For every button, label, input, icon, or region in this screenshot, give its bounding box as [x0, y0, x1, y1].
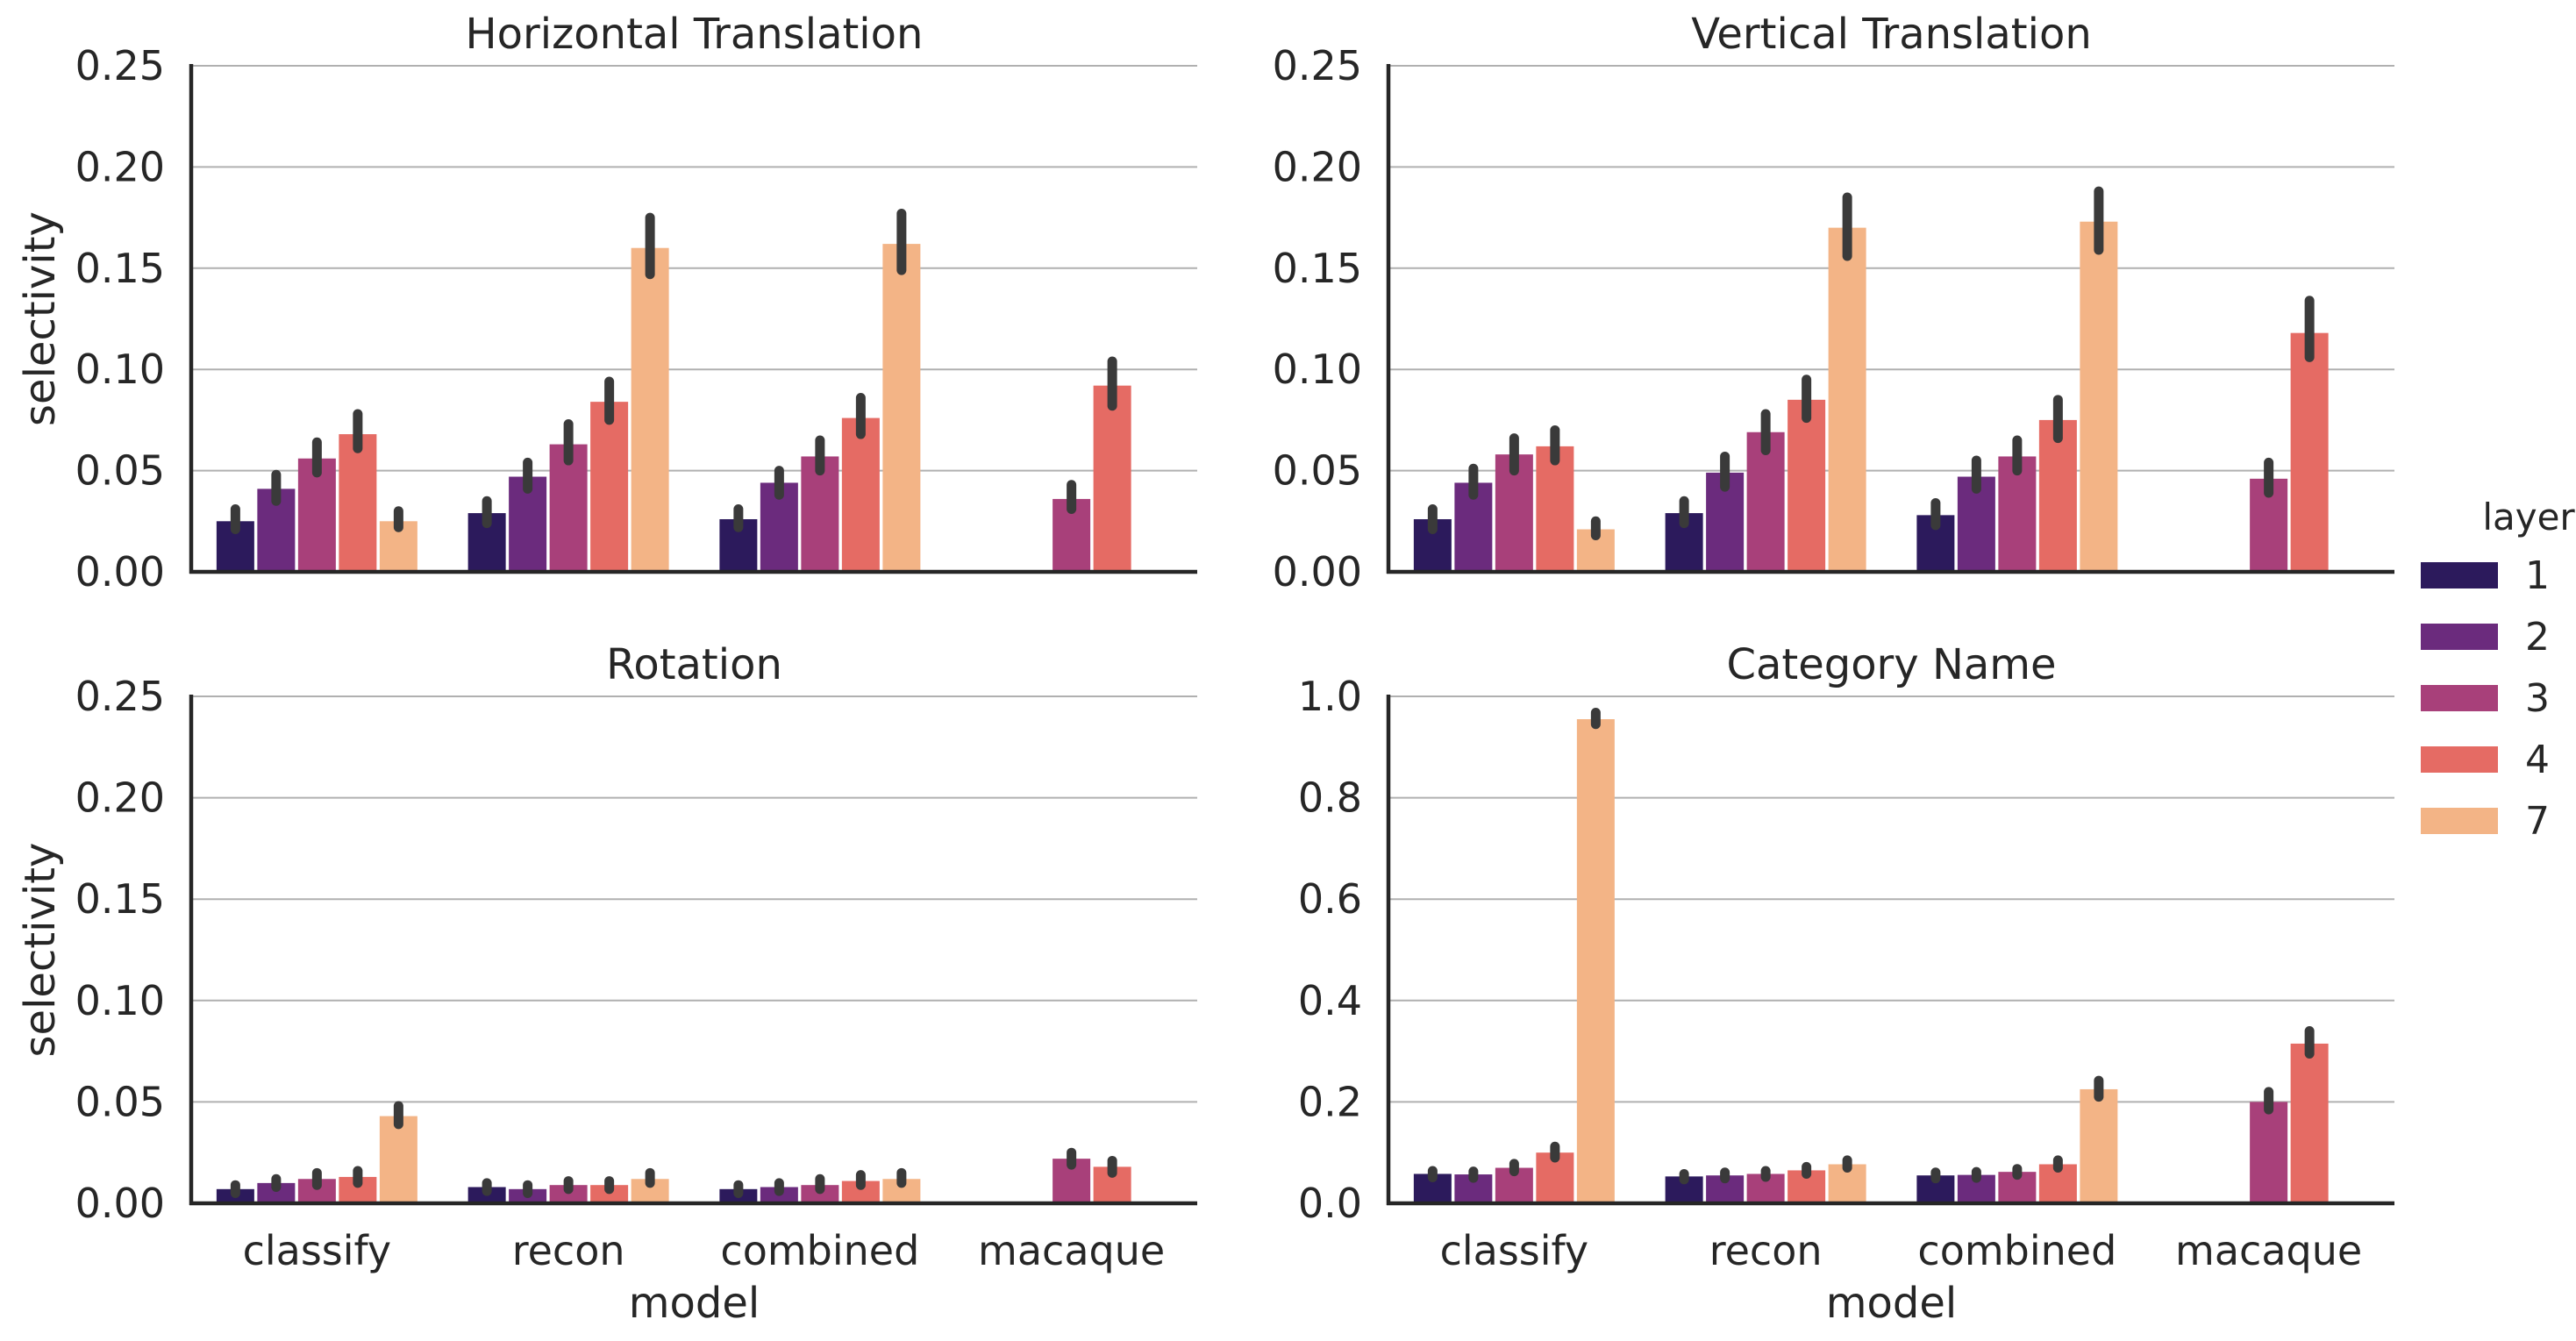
legend-label-1: 1: [2525, 553, 2550, 598]
y-tick-label: 0.25: [1273, 42, 1362, 89]
bar-layer-4-macaque: [1093, 385, 1131, 572]
x-tick-label: classify: [1440, 1227, 1589, 1274]
y-tick-label: 0.4: [1298, 977, 1362, 1024]
y-tick-label: 0.00: [75, 1180, 165, 1227]
bar-layer-3-recon: [1746, 432, 1785, 572]
legend-swatch-7: [2421, 808, 2498, 834]
y-axis-label: selectivity: [16, 843, 65, 1058]
legend-label-4: 4: [2525, 738, 2550, 782]
y-axis-label: selectivity: [16, 211, 65, 426]
bar-layer-7-combined: [2080, 221, 2118, 572]
panel-1: 0.00 0.05 0.10 0.15 0.20 0.25 Horizontal Trans…: [16, 10, 1197, 596]
legend-swatch-4: [2421, 746, 2498, 773]
panel-title: Rotation: [606, 640, 782, 689]
y-tick-label: 0.00: [1273, 548, 1362, 596]
panel-2: 0.00 0.05 0.10 0.15 0.20 0.25 Vertical Transla…: [1273, 10, 2394, 596]
y-tick-label: 0.05: [75, 447, 165, 495]
y-tick-label: 0.15: [75, 245, 165, 292]
bar-layer-4-classify: [339, 434, 377, 572]
y-tick-label: 0.2: [1298, 1078, 1362, 1125]
legend-swatch-1: [2421, 562, 2498, 588]
x-tick-label: classify: [243, 1227, 392, 1274]
y-tick-label: 0.10: [75, 977, 165, 1024]
x-tick-label: combined: [720, 1227, 919, 1274]
bar-layer-7-combined: [882, 244, 921, 572]
bar-layer-3-macaque: [2250, 1102, 2288, 1203]
y-tick-label: 0.10: [75, 346, 165, 393]
y-tick-label: 0.10: [1273, 346, 1362, 393]
x-tick-label: recon: [512, 1227, 625, 1274]
bar-layer-7-combined: [2080, 1088, 2118, 1203]
bar-layer-3-combined: [801, 456, 839, 572]
x-tick-label: macaque: [978, 1227, 1165, 1274]
bar-layer-4-recon: [590, 402, 629, 572]
bar-layer-3-recon: [549, 1185, 588, 1203]
legend-label-7: 7: [2525, 799, 2550, 844]
bar-layer-2-classify: [257, 1182, 296, 1203]
y-tick-label: 0.8: [1298, 774, 1362, 822]
bar-layer-7-recon: [1828, 227, 1866, 572]
bar-layer-3-combined: [1998, 456, 2037, 572]
bar-layer-4-combined: [841, 417, 880, 572]
legend-label-3: 3: [2525, 676, 2550, 721]
y-tick-label: 0.20: [75, 143, 165, 190]
y-tick-label: 0.05: [75, 1078, 165, 1125]
panel-title: Vertical Translation: [1691, 10, 2091, 59]
bar-layer-3-recon: [549, 444, 588, 572]
legend: layer 1 2 3 4 7: [2421, 496, 2575, 844]
legend-title: layer: [2482, 496, 2575, 539]
bar-layer-4-classify: [1536, 446, 1574, 572]
legend-swatch-2: [2421, 624, 2498, 650]
y-tick-label: 0.20: [75, 774, 165, 822]
x-tick-label: recon: [1709, 1227, 1823, 1274]
y-tick-label: 0.6: [1298, 875, 1362, 923]
legend-swatch-3: [2421, 685, 2498, 711]
bar-layer-4-recon: [1788, 399, 1826, 572]
bar-layer-4-combined: [2038, 419, 2077, 572]
y-tick-label: 0.00: [75, 548, 165, 596]
y-tick-label: 0.15: [1273, 245, 1362, 292]
y-tick-label: 0.05: [1273, 447, 1362, 495]
panel-3: 0.00 0.05 0.10 0.15 0.20 0.25 Rotation classify…: [16, 640, 1197, 1328]
panel-title: Category Name: [1726, 640, 2056, 689]
x-tick-label: macaque: [2175, 1227, 2362, 1274]
x-tick-label: combined: [1917, 1227, 2116, 1274]
x-axis-label: model: [629, 1279, 760, 1328]
y-tick-label: 0.0: [1298, 1180, 1362, 1227]
y-tick-label: 0.15: [75, 875, 165, 923]
bar-layer-4-macaque: [2290, 332, 2329, 572]
bar-layer-7-classify: [1576, 719, 1615, 1203]
bar-layer-7-classify: [379, 1116, 417, 1203]
y-tick-label: 1.0: [1298, 673, 1362, 720]
bar-layer-7-recon: [631, 247, 669, 572]
panel-title: Horizontal Translation: [466, 10, 924, 59]
panel-4: 0.0 0.2 0.4 0.6 0.8 1.0 Category Name classify r…: [1298, 640, 2394, 1328]
x-axis-label: model: [1826, 1279, 1957, 1328]
legend-label-2: 2: [2525, 615, 2550, 660]
y-tick-label: 0.20: [1273, 143, 1362, 190]
y-tick-label: 0.25: [75, 673, 165, 720]
bar-layer-3-combined: [801, 1185, 839, 1203]
bar-layer-4-recon: [590, 1185, 629, 1203]
bar-layer-4-macaque: [2290, 1043, 2329, 1203]
y-tick-label: 0.25: [75, 42, 165, 89]
